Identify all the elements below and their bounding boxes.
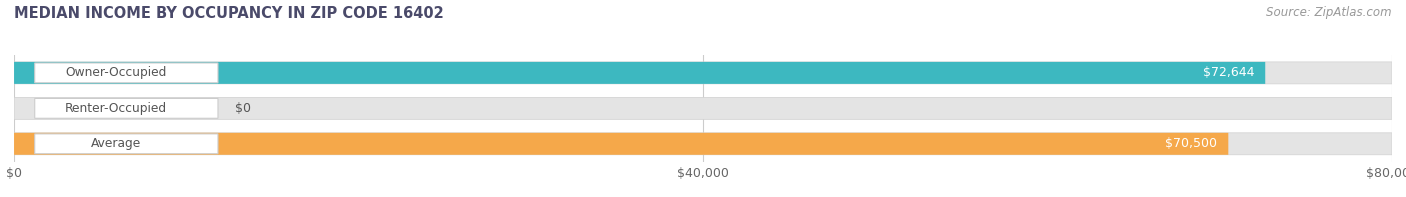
FancyBboxPatch shape [35,134,218,154]
FancyBboxPatch shape [14,62,1265,84]
Text: Renter-Occupied: Renter-Occupied [65,102,167,115]
FancyBboxPatch shape [14,62,1392,84]
Text: Owner-Occupied: Owner-Occupied [65,66,167,79]
Text: Average: Average [91,137,141,150]
Text: MEDIAN INCOME BY OCCUPANCY IN ZIP CODE 16402: MEDIAN INCOME BY OCCUPANCY IN ZIP CODE 1… [14,6,444,21]
Text: $70,500: $70,500 [1166,137,1218,150]
FancyBboxPatch shape [35,98,218,118]
Text: $72,644: $72,644 [1202,66,1254,79]
Text: $0: $0 [235,102,250,115]
FancyBboxPatch shape [14,97,1392,119]
Text: Source: ZipAtlas.com: Source: ZipAtlas.com [1267,6,1392,19]
FancyBboxPatch shape [14,133,1392,155]
FancyBboxPatch shape [14,133,1229,155]
FancyBboxPatch shape [35,63,218,83]
